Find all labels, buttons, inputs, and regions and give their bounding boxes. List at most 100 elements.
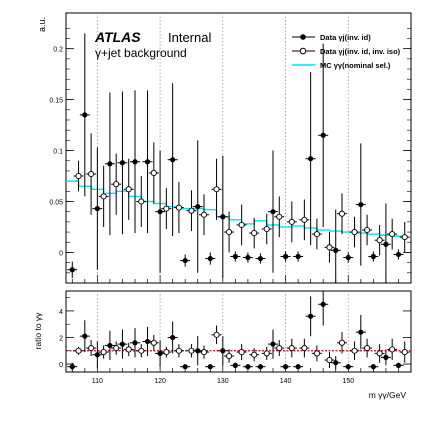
filled-marker — [257, 255, 264, 262]
open-marker — [389, 346, 396, 353]
inv-id-point — [180, 254, 191, 267]
open-marker — [125, 346, 132, 353]
inv-id-point — [318, 43, 329, 227]
ratio-panel: 0 2 4 110 120 130 140 150 ratio to γγ m γγ/GeV — [33, 275, 412, 400]
ratio-inv-iso-point — [86, 340, 97, 357]
filled-marker — [358, 329, 364, 335]
open-marker — [251, 230, 258, 237]
y-tick-label: 0 — [59, 362, 63, 369]
ratio-inv-iso-point — [261, 346, 272, 361]
open-marker — [351, 229, 358, 236]
chart-subtitle: γ+jet background — [95, 46, 187, 60]
open-marker — [313, 350, 320, 357]
filled-marker — [270, 341, 276, 347]
ratio-inv-id-point — [117, 329, 128, 359]
ratio-inv-id-point — [205, 364, 216, 370]
inv-id-point — [355, 143, 366, 266]
y-tick-label: 0.2 — [53, 47, 63, 54]
open-marker — [113, 181, 120, 188]
filled-marker — [295, 253, 301, 260]
filled-marker — [69, 364, 75, 370]
inv-iso-point — [186, 190, 197, 232]
ratio-inv-id-point — [393, 362, 404, 369]
inv-iso-point — [98, 165, 109, 227]
inv-id-point — [280, 251, 291, 262]
open-marker — [376, 237, 383, 244]
open-marker — [100, 193, 107, 200]
inv-iso-point — [387, 218, 398, 250]
inv-id-point — [255, 253, 266, 264]
inv-id-point — [155, 150, 166, 273]
y-tick-label: 4 — [59, 309, 63, 316]
filled-marker — [370, 253, 376, 260]
filled-marker — [295, 364, 301, 370]
open-marker — [364, 345, 371, 352]
filled-marker — [207, 255, 213, 262]
filled-marker — [333, 247, 339, 253]
inv-id-point — [330, 209, 341, 283]
legend-label-inv-id: Data γj(inv. id) — [320, 33, 371, 42]
ratio-inv-iso-point — [173, 344, 184, 358]
ratio-inv-id-point — [355, 314, 366, 350]
inv-iso-point — [311, 218, 322, 250]
filled-marker — [308, 313, 314, 319]
open-marker — [276, 345, 283, 352]
ratio-inv-id-point — [305, 296, 316, 337]
filled-marker — [107, 342, 113, 349]
main-data-points — [67, 33, 410, 283]
y-tick-label: 0.1 — [53, 149, 63, 156]
open-marker — [188, 207, 195, 214]
inv-iso-point — [73, 160, 84, 192]
filled-marker — [144, 159, 151, 165]
experiment-label: ATLAS — [94, 29, 141, 45]
ratio-inv-iso-point — [324, 352, 335, 369]
filled-marker — [395, 251, 402, 258]
open-marker — [125, 186, 132, 193]
filled-marker — [195, 348, 201, 354]
ratio-inv-iso-point — [286, 338, 297, 358]
inv-iso-point — [349, 216, 360, 248]
inv-iso-point — [299, 199, 310, 241]
open-marker — [138, 198, 145, 205]
inv-id-point — [167, 83, 178, 237]
ratio-inv-id-point — [130, 328, 140, 358]
main-y-axis-label: a.u. — [37, 17, 47, 32]
x-tick-label: 150 — [342, 378, 354, 385]
inv-id-point — [268, 150, 278, 273]
filled-marker — [207, 364, 213, 370]
ratio-inv-iso-point — [311, 345, 322, 362]
open-marker — [138, 347, 145, 354]
ratio-inv-id-point — [104, 330, 115, 361]
inv-id-point — [192, 140, 203, 273]
filled-marker — [232, 362, 238, 368]
inv-iso-point — [111, 153, 122, 215]
inv-id-point — [130, 90, 140, 234]
inv-id-point — [142, 90, 153, 234]
ratio-y-axis-label: ratio to γγ — [33, 312, 43, 350]
ratio-inv-id-point — [293, 364, 304, 370]
open-marker — [326, 244, 333, 251]
open-marker — [263, 350, 270, 357]
ratio-inv-iso-point — [399, 341, 410, 363]
y-tick-label: 0.15 — [49, 98, 63, 105]
filled-marker — [69, 267, 75, 273]
main-y-axis: 0 0.05 0.1 0.15 0.2 — [49, 27, 411, 274]
ratio-inv-iso-point — [224, 349, 235, 363]
inv-iso-point — [236, 204, 247, 246]
ratio-inv-iso-point — [123, 342, 134, 357]
inv-iso-point — [224, 211, 235, 253]
inv-iso-point — [86, 133, 97, 215]
inv-iso-point — [136, 176, 147, 227]
inv-iso-point — [399, 221, 410, 253]
open-marker — [251, 351, 258, 358]
open-marker — [75, 347, 82, 354]
open-marker — [351, 347, 358, 354]
filled-marker — [82, 333, 88, 339]
inv-id-point — [380, 203, 391, 283]
inv-id-point — [343, 252, 354, 263]
open-marker — [163, 205, 170, 212]
filled-marker — [157, 209, 163, 215]
ratio-data-points — [67, 291, 410, 371]
filled-marker — [308, 156, 314, 162]
